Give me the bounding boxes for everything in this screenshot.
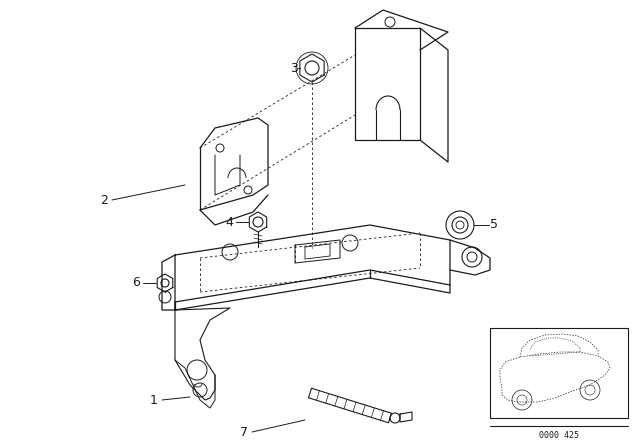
- Text: 4: 4: [225, 215, 233, 228]
- Text: 2: 2: [100, 194, 108, 207]
- Text: 1: 1: [150, 393, 158, 406]
- Text: 7: 7: [240, 426, 248, 439]
- Bar: [490, 328, 628, 418]
- Text: 3: 3: [290, 61, 298, 74]
- Text: 5: 5: [490, 219, 498, 232]
- Text: 6: 6: [132, 276, 140, 289]
- Text: 0000 425: 0000 425: [539, 431, 579, 440]
